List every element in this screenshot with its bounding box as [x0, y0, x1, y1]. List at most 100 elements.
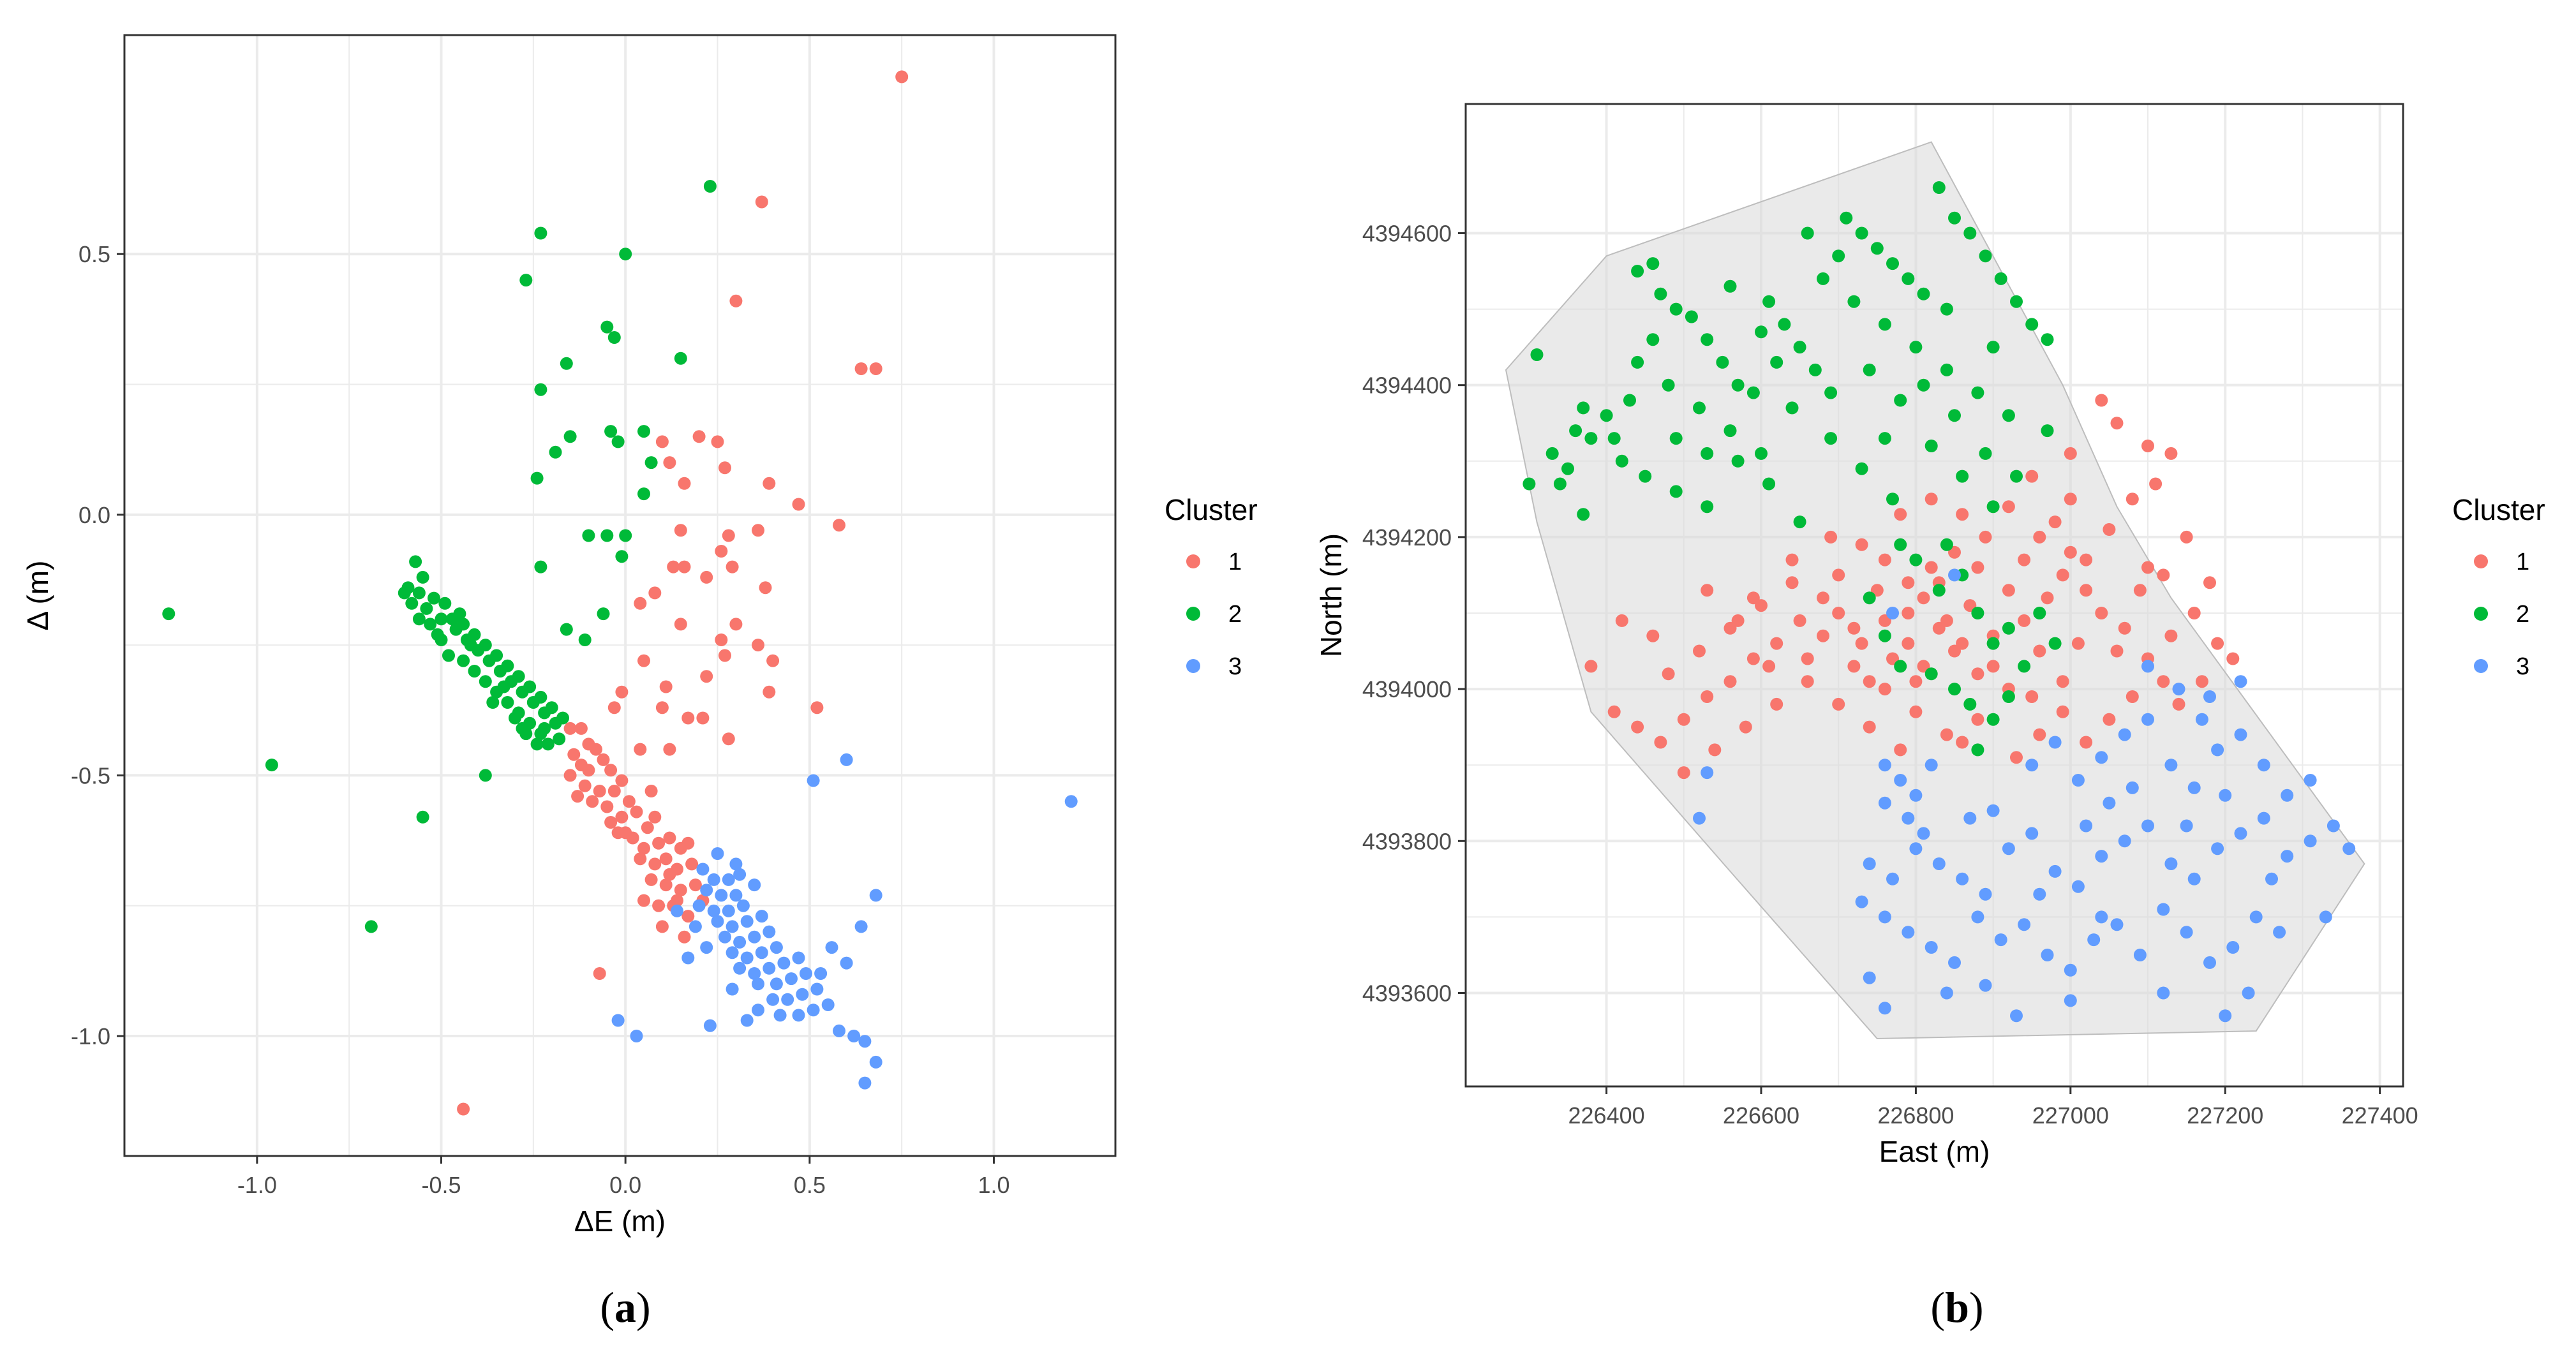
data-point-cluster-3: [1878, 796, 1891, 810]
data-point-cluster-1: [2071, 637, 2085, 650]
data-point-cluster-1: [1863, 720, 1876, 734]
data-point-cluster-2: [1971, 743, 1984, 757]
data-point-cluster-1: [590, 743, 602, 756]
data-point-cluster-2: [611, 435, 625, 448]
data-point-cluster-2: [1530, 348, 1544, 361]
data-point-cluster-3: [1979, 979, 1992, 992]
y-tick-label: 4394400: [1362, 373, 1452, 399]
data-point-cluster-1: [2064, 545, 2077, 559]
data-point-cluster-2: [1701, 333, 1714, 346]
data-point-cluster-3: [748, 930, 761, 944]
caption-letter: a: [614, 1283, 636, 1331]
data-point-cluster-2: [637, 425, 650, 438]
data-point-cluster-1: [759, 581, 772, 595]
data-point-cluster-1: [752, 639, 764, 652]
data-point-cluster-3: [1909, 789, 1923, 802]
data-point-cluster-2: [1971, 607, 1984, 619]
data-point-cluster-3: [1925, 759, 1938, 772]
data-point-cluster-1: [2018, 553, 2031, 567]
data-point-cluster-1: [1925, 493, 1938, 506]
data-point-cluster-2: [1863, 363, 1876, 376]
data-point-cluster-2: [1894, 538, 1907, 551]
data-point-cluster-3: [2087, 933, 2101, 947]
data-point-cluster-1: [563, 722, 577, 735]
data-point-cluster-1: [1770, 637, 1783, 650]
data-point-cluster-2: [1940, 302, 1953, 316]
data-point-cluster-1: [681, 910, 695, 923]
data-point-cluster-2: [2041, 333, 2054, 346]
data-point-cluster-1: [571, 790, 584, 803]
data-point-cluster-2: [2025, 318, 2039, 331]
data-point-cluster-2: [1615, 454, 1628, 468]
data-point-cluster-3: [833, 1024, 845, 1037]
data-point-cluster-3: [2304, 834, 2317, 848]
data-point-cluster-3: [2265, 872, 2278, 885]
data-point-cluster-1: [678, 930, 691, 944]
data-point-cluster-1: [681, 836, 695, 850]
data-point-cluster-2: [1824, 432, 1838, 445]
legend-key-cluster-2: [1186, 607, 1200, 621]
x-tick-label: -1.0: [237, 1172, 277, 1198]
data-point-cluster-2: [578, 633, 592, 646]
data-point-cluster-1: [607, 701, 621, 715]
data-point-cluster-3: [2141, 660, 2154, 673]
data-point-cluster-2: [2018, 660, 2031, 673]
data-point-cluster-3: [740, 1014, 754, 1027]
data-point-cluster-2: [1746, 386, 1760, 399]
data-point-cluster-2: [1693, 401, 1706, 415]
data-point-cluster-1: [1863, 675, 1876, 688]
data-point-cluster-1: [2041, 591, 2054, 605]
data-point-cluster-2: [534, 383, 547, 396]
data-point-cluster-1: [2164, 447, 2178, 460]
legend-label: 3: [2516, 653, 2529, 680]
x-tick-label: 226400: [1568, 1102, 1645, 1129]
data-point-cluster-1: [1902, 637, 1915, 650]
data-point-cluster-2: [1971, 386, 1984, 399]
data-point-cluster-3: [1902, 811, 1915, 825]
data-point-cluster-1: [582, 764, 595, 777]
data-point-cluster-1: [641, 821, 654, 834]
data-point-cluster-3: [703, 1019, 717, 1032]
data-point-cluster-2: [563, 430, 577, 443]
data-point-cluster-1: [895, 70, 909, 84]
data-point-cluster-1: [1894, 508, 1907, 521]
data-point-cluster-3: [777, 956, 791, 970]
data-point-cluster-2: [1654, 287, 1667, 300]
data-point-cluster-3: [2071, 774, 2085, 787]
data-point-cluster-1: [648, 810, 662, 824]
data-point-cluster-3: [2095, 751, 2108, 764]
data-point-cluster-1: [615, 810, 629, 824]
data-point-cluster-1: [1832, 697, 1845, 711]
data-point-cluster-2: [1986, 500, 2000, 514]
data-point-cluster-1: [597, 753, 610, 766]
data-point-cluster-1: [1801, 652, 1814, 665]
data-point-cluster-2: [1948, 211, 1961, 225]
data-point-cluster-1: [2195, 675, 2208, 688]
data-point-cluster-3: [2133, 949, 2147, 961]
data-point-cluster-3: [785, 972, 798, 986]
data-point-cluster-3: [807, 774, 820, 787]
data-point-cluster-2: [468, 665, 481, 678]
data-point-cluster-3: [2226, 941, 2240, 954]
data-point-cluster-2: [1994, 272, 2007, 285]
data-point-cluster-1: [637, 654, 650, 667]
x-tick-label: 226800: [1877, 1102, 1954, 1129]
data-point-cluster-1: [1940, 728, 1953, 741]
data-point-cluster-3: [1878, 1002, 1891, 1015]
data-point-cluster-1: [1701, 690, 1714, 703]
data-point-cluster-3: [726, 920, 739, 933]
data-point-cluster-3: [763, 925, 776, 938]
data-point-cluster-3: [807, 1004, 820, 1017]
data-point-cluster-2: [412, 586, 426, 600]
data-point-cluster-2: [1685, 310, 1698, 323]
data-point-cluster-3: [692, 899, 706, 912]
data-point-cluster-2: [2041, 424, 2054, 438]
data-point-cluster-1: [869, 362, 882, 375]
panel-caption: (a): [600, 1283, 650, 1331]
x-axis-label: East (m): [1879, 1135, 1990, 1168]
data-point-cluster-2: [523, 680, 537, 693]
data-point-cluster-3: [671, 904, 683, 917]
data-point-cluster-1: [854, 362, 868, 375]
caption-letter: b: [1945, 1283, 1969, 1331]
data-point-cluster-1: [2110, 644, 2124, 658]
